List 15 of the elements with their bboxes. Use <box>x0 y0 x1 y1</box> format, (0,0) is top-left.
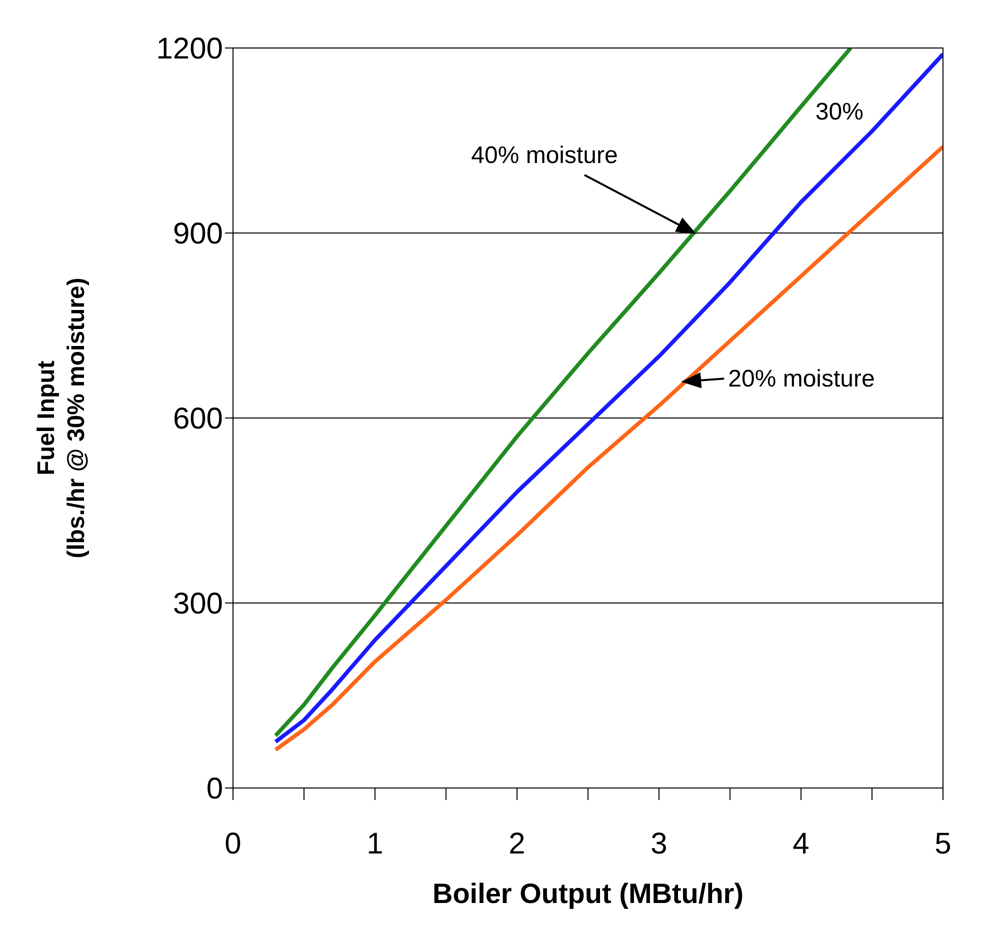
y-tick-label: 600 <box>172 402 223 436</box>
y-tick-label: 900 <box>172 218 223 251</box>
annotation: 30% <box>815 98 864 126</box>
y-axis-title: Fuel Input (lbs./hr @ 30% moisture) <box>33 278 90 558</box>
x-tick-label: 2 <box>508 827 526 860</box>
y-tick-label: 0 <box>206 772 223 806</box>
y-tick-label: 300 <box>172 588 223 621</box>
y-tick-label: 1200 <box>156 32 223 66</box>
x-tick-label: 4 <box>792 827 810 860</box>
x-tick-label: 1 <box>366 827 384 860</box>
annotation: 40% moisture <box>471 142 618 169</box>
x-axis-title: Boiler Output (MBtu/hr) <box>432 878 744 909</box>
x-tick-label: 5 <box>934 827 952 860</box>
x-tick-label: 3 <box>650 827 668 860</box>
annotation: 20% moisture <box>728 366 875 393</box>
